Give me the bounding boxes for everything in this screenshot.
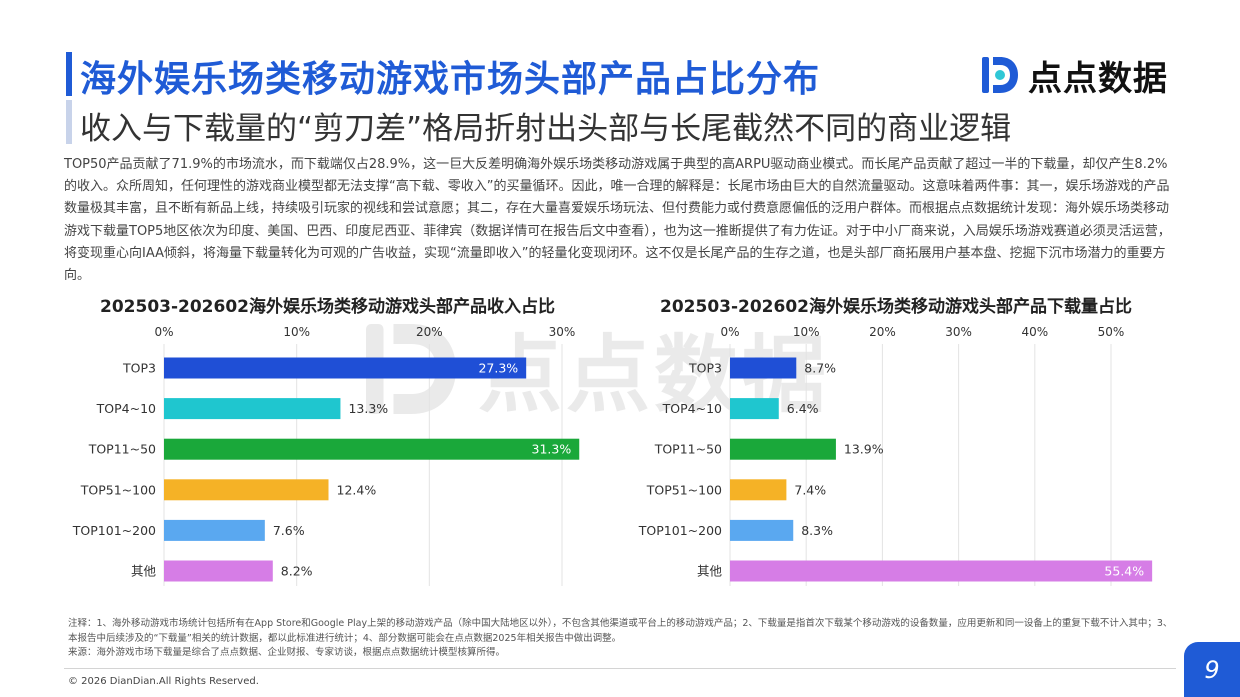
tick-label: 0% [720, 325, 739, 339]
tick-label: 30% [549, 325, 576, 339]
bar [164, 398, 341, 420]
footnote-notes: 注释：1、海外移动游戏市场统计包括所有在App Store和Google Pla… [68, 618, 1173, 644]
bar [164, 519, 265, 541]
bar [730, 357, 797, 379]
tick-label: 20% [416, 325, 443, 339]
category-label: TOP11~50 [88, 442, 156, 457]
category-label: TOP4~10 [96, 401, 156, 416]
bar [164, 357, 527, 379]
download-chart-title: 202503-202602海外娱乐场类移动游戏头部产品下载量占比 [660, 297, 1132, 317]
tick-label: 20% [869, 325, 896, 339]
bar [730, 479, 787, 501]
copyright: © 2026 DianDian.All Rights Reserved. [68, 676, 259, 687]
revenue-chart-title: 202503-202602海外娱乐场类移动游戏头部产品收入占比 [100, 297, 555, 317]
value-label: 13.3% [348, 401, 388, 416]
tick-label: 10% [283, 325, 310, 339]
bar [730, 398, 779, 420]
category-label: TOP4~10 [662, 401, 722, 416]
page-title: 海外娱乐场类移动游戏市场头部产品占比分布 [80, 59, 821, 100]
tick-label: 40% [1021, 325, 1048, 339]
bar [164, 438, 580, 460]
category-label: TOP3 [122, 361, 156, 376]
value-label: 55.4% [1104, 564, 1144, 579]
category-label: TOP101~200 [72, 523, 156, 538]
value-label: 13.9% [844, 442, 884, 457]
value-label: 27.3% [478, 361, 518, 376]
tick-label: 0% [154, 325, 173, 339]
bar [730, 438, 836, 460]
value-label: 8.3% [801, 523, 833, 538]
category-label: TOP101~200 [638, 523, 722, 538]
category-label: 其他 [697, 564, 723, 579]
tick-label: 30% [945, 325, 972, 339]
bar [164, 479, 329, 501]
category-label: TOP51~100 [80, 482, 156, 497]
value-label: 6.4% [787, 401, 819, 416]
body-paragraph: TOP50产品贡献了71.9%的市场流水，而下载端仅占28.9%，这一巨大反差明… [64, 157, 1171, 284]
value-label: 12.4% [337, 482, 377, 497]
tick-label: 50% [1098, 325, 1125, 339]
value-label: 7.4% [794, 482, 826, 497]
title-accent-bar [66, 52, 72, 96]
brand-logo: 点点数据 [980, 52, 1168, 99]
revenue-share-chart: 202503-202602海外娱乐场类移动游戏头部产品收入占比 0% 10% 20%… [60, 292, 620, 598]
tick-label: 10% [793, 325, 820, 339]
category-label: TOP3 [688, 361, 722, 376]
category-label: TOP11~50 [654, 442, 722, 457]
footnote-source: 来源：海外游戏市场下载量是综合了点点数据、企业财报、专家访谈，根据点点数据统计模… [68, 647, 506, 658]
category-label: TOP51~100 [646, 482, 722, 497]
bar [164, 560, 273, 582]
subtitle-accent-bar [66, 100, 72, 144]
page-subtitle: 收入与下载量的“剪刀差”格局折射出头部与长尾截然不同的商业逻辑 [80, 111, 1012, 147]
download-chart-svg: 0% 10% 20% 30% 40% 50% TOP3 8.7% TOP4~10 6.4% TOP1… [638, 325, 1153, 586]
value-label: 8.2% [281, 564, 313, 579]
logo-text: 点点数据 [1028, 58, 1168, 99]
footer-divider [64, 668, 1176, 669]
value-label: 7.6% [273, 523, 305, 538]
download-share-chart: 202503-202602海外娱乐场类移动游戏头部产品下载量占比 0% 10% 20… [630, 292, 1190, 598]
page-number: 9 [1184, 642, 1240, 697]
value-label: 31.3% [532, 442, 572, 457]
revenue-chart-svg: 0% 10% 20% 30% TOP3 27.3% TOP4~10 13.3% TOP11~50… [72, 325, 580, 586]
value-label: 8.7% [804, 361, 836, 376]
bar [730, 560, 1153, 582]
footnote: 注释：1、海外移动游戏市场统计包括所有在App Store和Google Pla… [68, 617, 1178, 661]
category-label: 其他 [131, 564, 157, 579]
diandian-logo-icon [982, 57, 1018, 93]
bar [730, 519, 794, 541]
